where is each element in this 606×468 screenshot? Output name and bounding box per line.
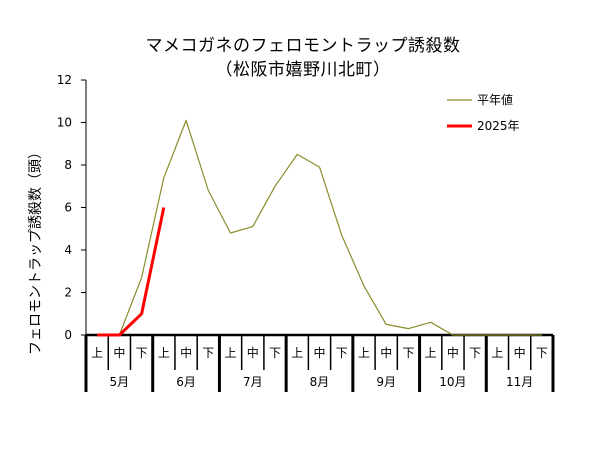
x-period-label: 中 (380, 345, 392, 360)
x-period-label: 中 (113, 345, 125, 360)
y-tick-label: 4 (64, 243, 72, 257)
y-tick-label: 10 (57, 116, 72, 130)
x-period-label: 下 (402, 346, 414, 360)
x-period-label: 上 (225, 346, 237, 360)
x-period-label: 下 (469, 346, 481, 360)
x-period-label: 中 (180, 345, 192, 360)
x-period-label: 上 (425, 346, 437, 360)
x-month-label: 8月 (310, 375, 330, 389)
x-month-label: 9月 (376, 375, 396, 389)
chart-title: マメコガネのフェロモントラップ誘殺数 (145, 36, 461, 56)
x-period-label: 中 (447, 345, 459, 360)
x-month-label: 10月 (439, 375, 466, 389)
legend-label: 2025年 (477, 119, 520, 133)
x-month-label: 11月 (506, 375, 533, 389)
x-month-label: 6月 (176, 375, 196, 389)
x-period-label: 下 (202, 346, 214, 360)
legend-label: 平年値 (477, 92, 513, 107)
x-period-label: 中 (514, 345, 526, 360)
y-tick-label: 12 (57, 73, 72, 87)
y-tick-label: 0 (64, 328, 72, 342)
x-period-label: 上 (91, 346, 103, 360)
x-period-label: 下 (136, 346, 148, 360)
x-period-label: 上 (158, 346, 170, 360)
y-tick-label: 2 (64, 286, 72, 300)
x-period-label: 上 (358, 346, 370, 360)
x-period-label: 上 (491, 346, 503, 360)
y-tick-label: 6 (64, 201, 72, 215)
x-month-label: 5月 (110, 375, 130, 389)
series-line-normal (97, 119, 542, 336)
x-period-label: 上 (291, 346, 303, 360)
x-period-label: 下 (336, 346, 348, 360)
x-period-label: 中 (247, 345, 259, 360)
x-period-label: 中 (313, 345, 325, 360)
x-period-label: 下 (269, 346, 281, 360)
y-tick-label: 8 (64, 158, 72, 172)
series-line-current (97, 207, 166, 337)
x-month-label: 7月 (243, 375, 263, 389)
x-period-label: 下 (536, 346, 548, 360)
chart-subtitle: （松阪市嬉野川北町） (215, 60, 391, 80)
